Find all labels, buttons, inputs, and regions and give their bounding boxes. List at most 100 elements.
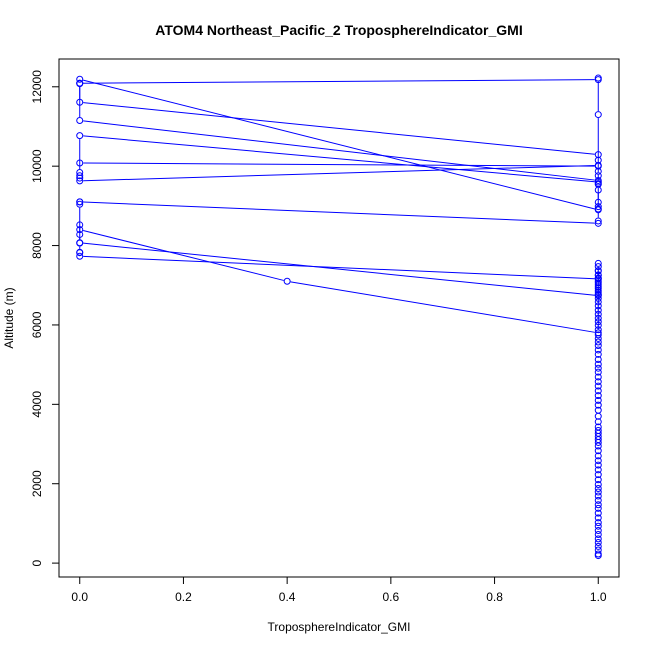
- data-point: [594, 476, 602, 484]
- data-point: [594, 484, 602, 492]
- data-point: [76, 75, 84, 83]
- data-point: [76, 221, 84, 229]
- series-segment: [83, 230, 284, 281]
- data-point: [594, 378, 602, 386]
- data-point: [76, 117, 84, 125]
- y-tick-label: 8000: [30, 232, 44, 259]
- data-point: [594, 401, 602, 409]
- data-point: [594, 338, 602, 346]
- x-tick-label: 0.2: [175, 590, 192, 604]
- data-point: [594, 550, 602, 558]
- plot-frame: [58, 58, 620, 578]
- data-point: [594, 368, 602, 376]
- data-point: [594, 531, 602, 539]
- y-tick-label: 6000: [30, 311, 44, 338]
- data-point: [594, 373, 602, 381]
- data-point: [594, 318, 602, 326]
- x-tick-label: 0.6: [383, 590, 400, 604]
- data-point: [76, 230, 84, 238]
- y-axis-label: Altitude (m): [2, 287, 16, 348]
- data-point: [76, 226, 84, 234]
- data-point: [594, 461, 602, 469]
- x-axis-label: TroposphereIndicator_GMI: [268, 620, 411, 634]
- data-point: [594, 271, 602, 279]
- series-segment: [83, 120, 595, 181]
- data-point: [594, 321, 602, 329]
- data-point: [594, 360, 602, 368]
- data-point: [76, 200, 84, 208]
- data-point: [594, 267, 602, 275]
- series-segment: [83, 79, 595, 84]
- x-tick-label: 0.0: [71, 590, 88, 604]
- data-point: [594, 350, 602, 358]
- data-point: [76, 248, 84, 256]
- data-point: [594, 522, 602, 530]
- data-point: [594, 167, 602, 175]
- data-point: [594, 306, 602, 314]
- data-point: [594, 382, 602, 390]
- data-point: [594, 392, 602, 400]
- data-point: [594, 279, 602, 287]
- series-segment: [83, 242, 595, 296]
- data-point: [594, 452, 602, 460]
- series-segment: [83, 102, 595, 155]
- data-point: [594, 275, 602, 283]
- data-point: [76, 98, 84, 106]
- data-point: [76, 169, 84, 177]
- data-point: [594, 496, 602, 504]
- data-point: [594, 302, 602, 310]
- series-segment: [83, 162, 595, 167]
- data-point: [594, 466, 602, 474]
- data-point: [594, 509, 602, 517]
- data-point: [76, 239, 84, 247]
- data-point: [594, 423, 602, 431]
- data-point: [76, 252, 84, 260]
- data-point: [594, 342, 602, 350]
- data-point: [594, 203, 602, 211]
- series-segment: [290, 281, 595, 333]
- data-point: [594, 427, 602, 435]
- data-point: [594, 514, 602, 522]
- data-point: [76, 177, 84, 185]
- data-point: [594, 217, 602, 225]
- data-point: [76, 198, 84, 206]
- data-point: [594, 206, 602, 214]
- data-point: [594, 364, 602, 372]
- data-point: [594, 310, 602, 318]
- x-tick-label: 0.4: [279, 590, 296, 604]
- data-point: [594, 290, 602, 298]
- data-point: [594, 387, 602, 395]
- data-point: [594, 538, 602, 546]
- data-point: [283, 277, 291, 285]
- data-point: [594, 406, 602, 414]
- x-axis: 0.0 0.2 0.4 0.6 0.8 1.0: [71, 576, 607, 604]
- series-segment: [83, 135, 595, 183]
- data-point: [594, 457, 602, 465]
- data-point: [594, 198, 602, 206]
- data-point: [594, 151, 602, 159]
- data-point: [594, 504, 602, 512]
- x-tick-label: 0.8: [486, 590, 503, 604]
- data-point: [594, 219, 602, 227]
- data-point: [594, 488, 602, 496]
- data-point: [594, 501, 602, 509]
- data-point: [594, 263, 602, 271]
- data-point: [594, 492, 602, 500]
- data-point: [594, 326, 602, 334]
- data-point: [594, 180, 602, 188]
- y-tick-label: 10000: [30, 149, 44, 183]
- series-segment: [83, 201, 595, 224]
- y-tick-label: 2000: [30, 470, 44, 497]
- data-point: [594, 447, 602, 455]
- data-point: [594, 535, 602, 543]
- data-point: [76, 172, 84, 180]
- data-point: [594, 314, 602, 322]
- data-point: [594, 527, 602, 535]
- series-segment: [83, 164, 595, 182]
- data-point: [594, 111, 602, 119]
- data-point: [594, 481, 602, 489]
- series-segment: [83, 255, 595, 280]
- y-tick-label: 0: [30, 559, 44, 566]
- data-point: [594, 286, 602, 294]
